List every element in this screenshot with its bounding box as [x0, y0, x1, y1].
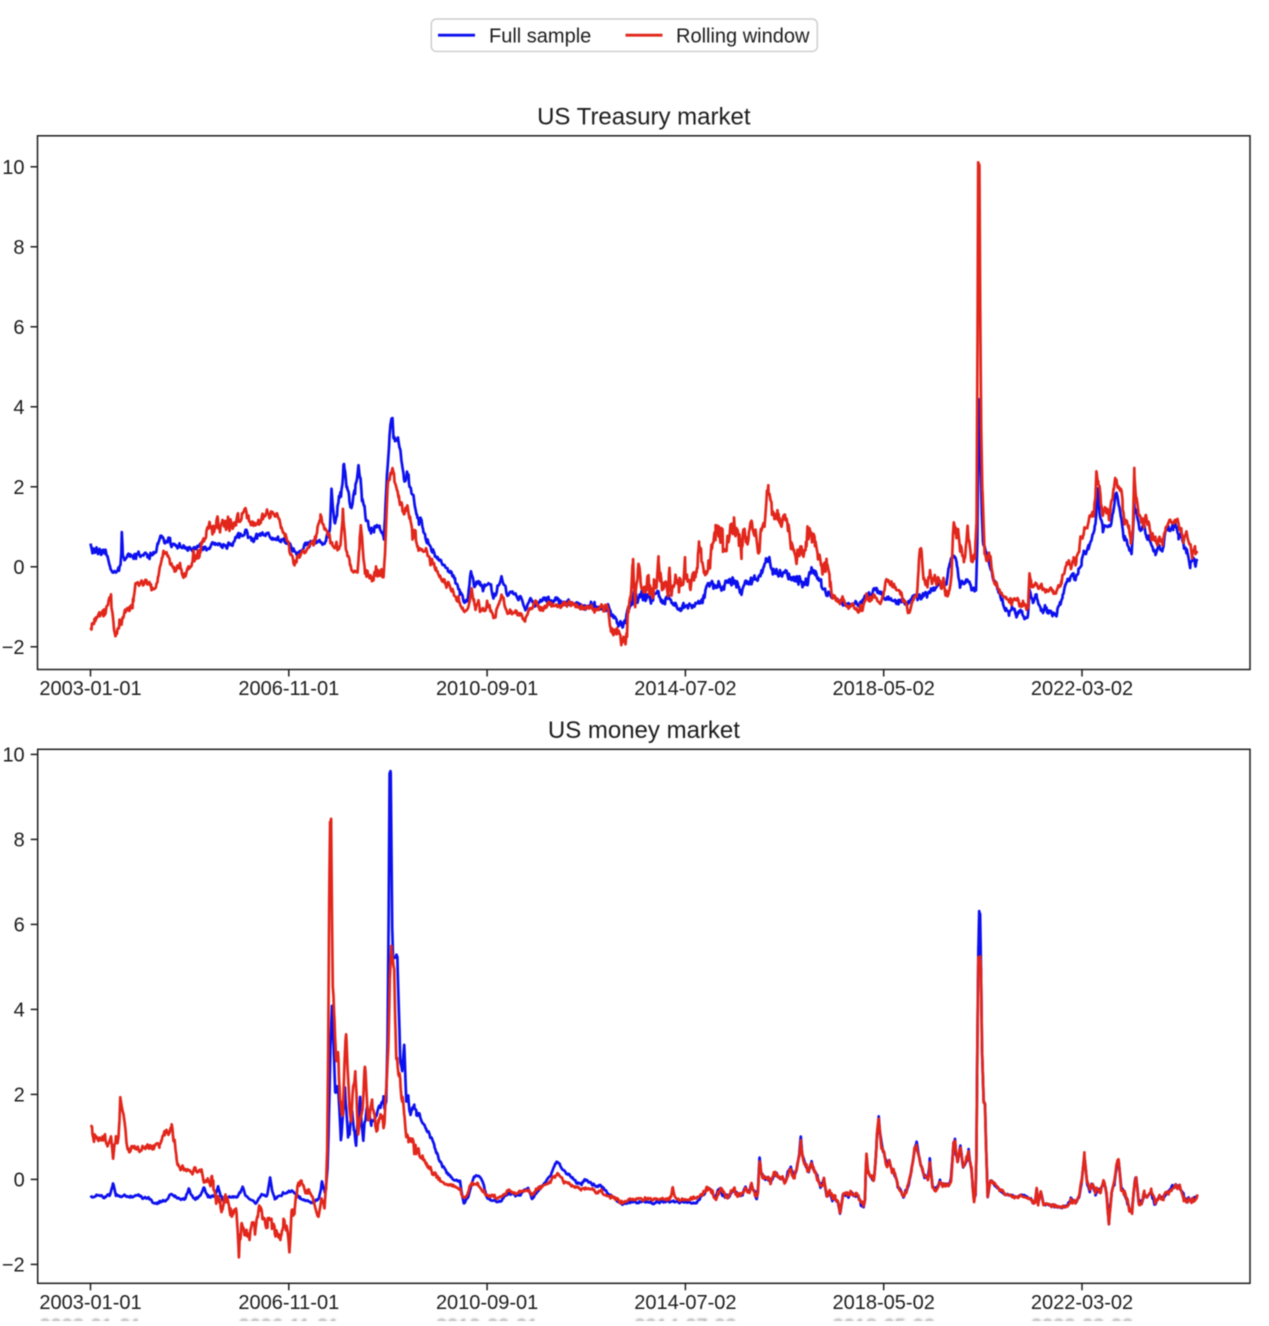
- svg-text:10: 10: [2, 157, 24, 179]
- svg-text:2022-03-02: 2022-03-02: [1031, 678, 1133, 700]
- svg-text:0: 0: [14, 1169, 25, 1191]
- svg-text:4: 4: [14, 999, 25, 1021]
- svg-text:4: 4: [13, 397, 24, 419]
- svg-text:−2: −2: [2, 637, 25, 659]
- svg-text:6: 6: [13, 317, 24, 339]
- svg-text:US Treasury market: US Treasury market: [537, 104, 751, 131]
- svg-text:2022-03-02: 2022-03-02: [1031, 1292, 1133, 1314]
- svg-text:Full sample: Full sample: [489, 25, 591, 47]
- svg-text:8: 8: [14, 829, 25, 851]
- svg-text:2006-11-01: 2006-11-01: [238, 1292, 339, 1314]
- svg-text:2018-05-02: 2018-05-02: [833, 678, 935, 700]
- svg-text:2014-07-02: 2014-07-02: [634, 1292, 736, 1314]
- svg-text:2014-07-02: 2014-07-02: [634, 678, 736, 700]
- svg-text:2018-05-02: 2018-05-02: [833, 1316, 935, 1321]
- svg-text:2018-05-02: 2018-05-02: [833, 1292, 935, 1314]
- svg-text:−2: −2: [2, 1254, 25, 1276]
- svg-text:2003-01-01: 2003-01-01: [39, 678, 141, 700]
- svg-text:6: 6: [14, 914, 25, 936]
- svg-text:2010-09-01: 2010-09-01: [436, 678, 538, 700]
- svg-text:2003-01-01: 2003-01-01: [39, 1316, 141, 1321]
- svg-text:2014-07-02: 2014-07-02: [634, 1316, 736, 1321]
- svg-text:2006-11-01: 2006-11-01: [238, 678, 339, 700]
- svg-text:2006-11-01: 2006-11-01: [238, 1316, 339, 1321]
- svg-text:2003-01-01: 2003-01-01: [39, 1292, 141, 1314]
- svg-text:10: 10: [2, 744, 24, 766]
- svg-text:US money market: US money market: [548, 717, 740, 744]
- svg-text:2022-03-02: 2022-03-02: [1031, 1316, 1133, 1321]
- svg-text:2010-09-01: 2010-09-01: [436, 1292, 538, 1314]
- svg-text:2: 2: [14, 1084, 25, 1106]
- svg-text:0: 0: [13, 557, 24, 579]
- svg-text:Rolling window: Rolling window: [676, 25, 810, 47]
- svg-text:8: 8: [13, 237, 24, 259]
- svg-text:2010-09-01: 2010-09-01: [436, 1316, 538, 1321]
- svg-text:2: 2: [13, 477, 24, 499]
